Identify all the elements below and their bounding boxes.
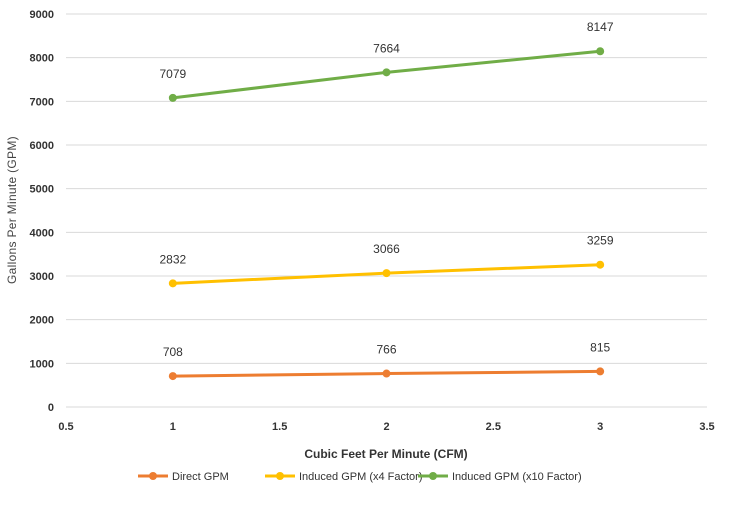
- data-label: 3259: [587, 234, 614, 248]
- data-point: [168, 279, 177, 288]
- x-tick-label: 1: [170, 421, 176, 433]
- data-label: 7079: [159, 67, 186, 81]
- x-axis-title: Cubic Feet Per Minute (CFM): [304, 447, 467, 461]
- legend-swatch-marker: [276, 472, 284, 480]
- data-point: [168, 93, 177, 102]
- y-tick-label: 2000: [30, 315, 54, 327]
- legend-label: Induced GPM (x10 Factor): [452, 471, 582, 483]
- data-point: [596, 367, 605, 376]
- x-tick-label: 2.5: [486, 421, 501, 433]
- y-axis-title: Gallons Per Minute (GPM): [5, 136, 19, 284]
- x-tick-label: 2: [383, 421, 389, 433]
- legend-swatch-marker: [429, 472, 437, 480]
- data-label: 7664: [373, 41, 400, 55]
- series-lines: [168, 47, 605, 381]
- data-labels: 708 766 815 2832 3066 3259 7079 7664 8147: [159, 20, 613, 359]
- legend-label: Direct GPM: [172, 471, 229, 483]
- y-tick-label: 0: [48, 402, 54, 414]
- x-tick-label: 1.5: [272, 421, 287, 433]
- data-point: [382, 68, 391, 77]
- x-axis-ticks: 0.5 1 1.5 2 2.5 3 3.5: [58, 421, 714, 433]
- data-label: 815: [590, 340, 610, 354]
- data-point: [168, 372, 177, 381]
- legend: Direct GPM Induced GPM (x4 Factor) Induced…: [138, 471, 582, 483]
- data-point: [596, 260, 605, 269]
- y-tick-label: 6000: [30, 140, 54, 152]
- data-label: 766: [376, 343, 396, 357]
- x-tick-label: 3: [597, 421, 603, 433]
- y-tick-label: 7000: [30, 96, 54, 108]
- legend-label: Induced GPM (x4 Factor): [299, 471, 423, 483]
- data-label: 3066: [373, 242, 400, 256]
- data-point: [382, 269, 391, 278]
- y-tick-label: 1000: [30, 358, 54, 370]
- data-label: 8147: [587, 20, 614, 34]
- y-tick-label: 4000: [30, 227, 54, 239]
- data-label: 708: [163, 345, 183, 359]
- data-point: [382, 369, 391, 378]
- gridlines: [66, 13, 707, 408]
- legend-swatch-marker: [149, 472, 157, 480]
- data-point: [596, 47, 605, 56]
- y-axis-ticks: 0 1000 2000 3000 4000 5000 6000 7000 8000 9000: [30, 9, 54, 414]
- x-tick-label: 3.5: [699, 421, 714, 433]
- data-label: 2832: [159, 252, 186, 266]
- x-tick-label: 0.5: [58, 421, 73, 433]
- y-tick-label: 3000: [30, 271, 54, 283]
- y-tick-label: 8000: [30, 53, 54, 65]
- y-tick-label: 9000: [30, 9, 54, 21]
- y-tick-label: 5000: [30, 184, 54, 196]
